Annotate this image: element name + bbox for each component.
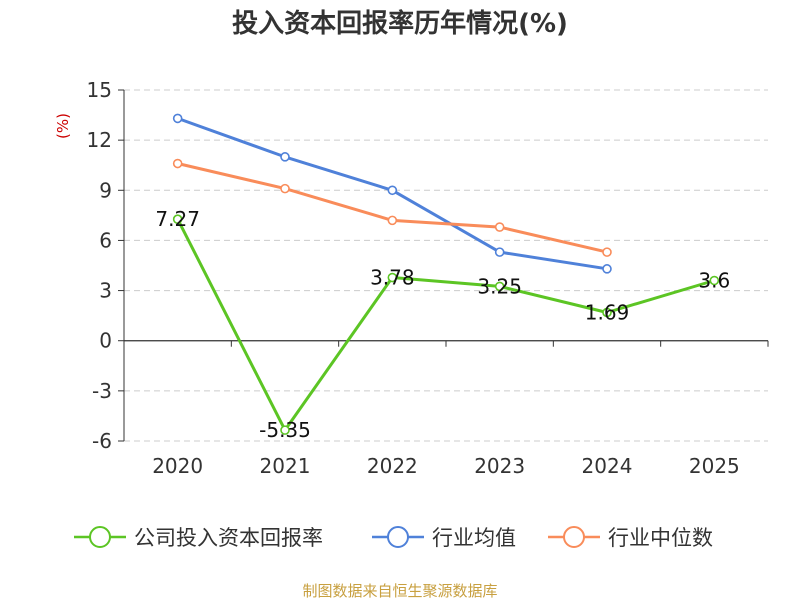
y-tick-label: 12 xyxy=(87,128,112,152)
y-axis-label: (%) xyxy=(54,113,72,139)
data-point xyxy=(280,152,290,162)
y-tick-label: 0 xyxy=(99,329,112,353)
legend: 公司投入资本回报率 行业均值 行业中位数 xyxy=(74,526,713,550)
data-label: 7.27 xyxy=(155,207,200,231)
axes: -6 -3 0 3 6 9 12 15 2020 2021 2022 2023 2024 2025 xyxy=(87,78,769,478)
y-tick-label: 6 xyxy=(99,228,112,252)
series-lines xyxy=(172,113,720,435)
y-tick-label: -6 xyxy=(92,429,112,453)
data-point xyxy=(494,247,505,257)
legend-label: 行业均值 xyxy=(432,526,516,550)
y-tick-label: 3 xyxy=(99,279,112,303)
data-point xyxy=(172,214,183,225)
data-point xyxy=(280,425,290,435)
grid-lines xyxy=(124,89,768,442)
legend-label: 行业中位数 xyxy=(608,526,713,550)
y-tick-label: 9 xyxy=(99,178,112,202)
data-point xyxy=(494,281,505,292)
x-tick-label: 2022 xyxy=(367,454,418,478)
y-tick-label: -3 xyxy=(92,379,112,403)
data-point xyxy=(280,183,290,194)
x-tick-label: 2023 xyxy=(474,454,525,478)
data-point xyxy=(602,264,612,274)
x-tick-label: 2024 xyxy=(582,454,633,478)
data-point xyxy=(172,113,183,124)
chart-title: 投入资本回报率历年情况(%) xyxy=(232,8,568,39)
x-tick-label: 2020 xyxy=(152,454,203,478)
series-line xyxy=(176,162,609,254)
data-point xyxy=(387,272,398,283)
data-point xyxy=(709,275,720,286)
data-label: -5.35 xyxy=(259,418,311,442)
data-point xyxy=(387,185,398,196)
data-label: 3.6 xyxy=(698,269,730,293)
y-tick-label: 15 xyxy=(87,78,112,102)
data-point xyxy=(172,158,183,169)
x-tick-label: 2021 xyxy=(260,454,311,478)
data-point xyxy=(387,215,398,226)
legend-marker xyxy=(387,526,409,548)
legend-label: 公司投入资本回报率 xyxy=(134,526,323,550)
data-label: 1.69 xyxy=(585,300,630,324)
data-point xyxy=(602,247,612,257)
data-point xyxy=(494,222,505,232)
data-label: 3.25 xyxy=(477,274,522,298)
data-point xyxy=(602,307,612,318)
series-line xyxy=(176,217,716,432)
source-note: 制图数据来自恒生聚源数据库 xyxy=(302,582,497,600)
x-tick-label: 2025 xyxy=(689,454,740,478)
data-label: 3.78 xyxy=(370,266,415,290)
legend-marker xyxy=(89,526,111,548)
legend-marker xyxy=(563,526,585,548)
data-labels: 7.27 -5.35 3.78 3.25 1.69 3.6 xyxy=(155,207,730,442)
